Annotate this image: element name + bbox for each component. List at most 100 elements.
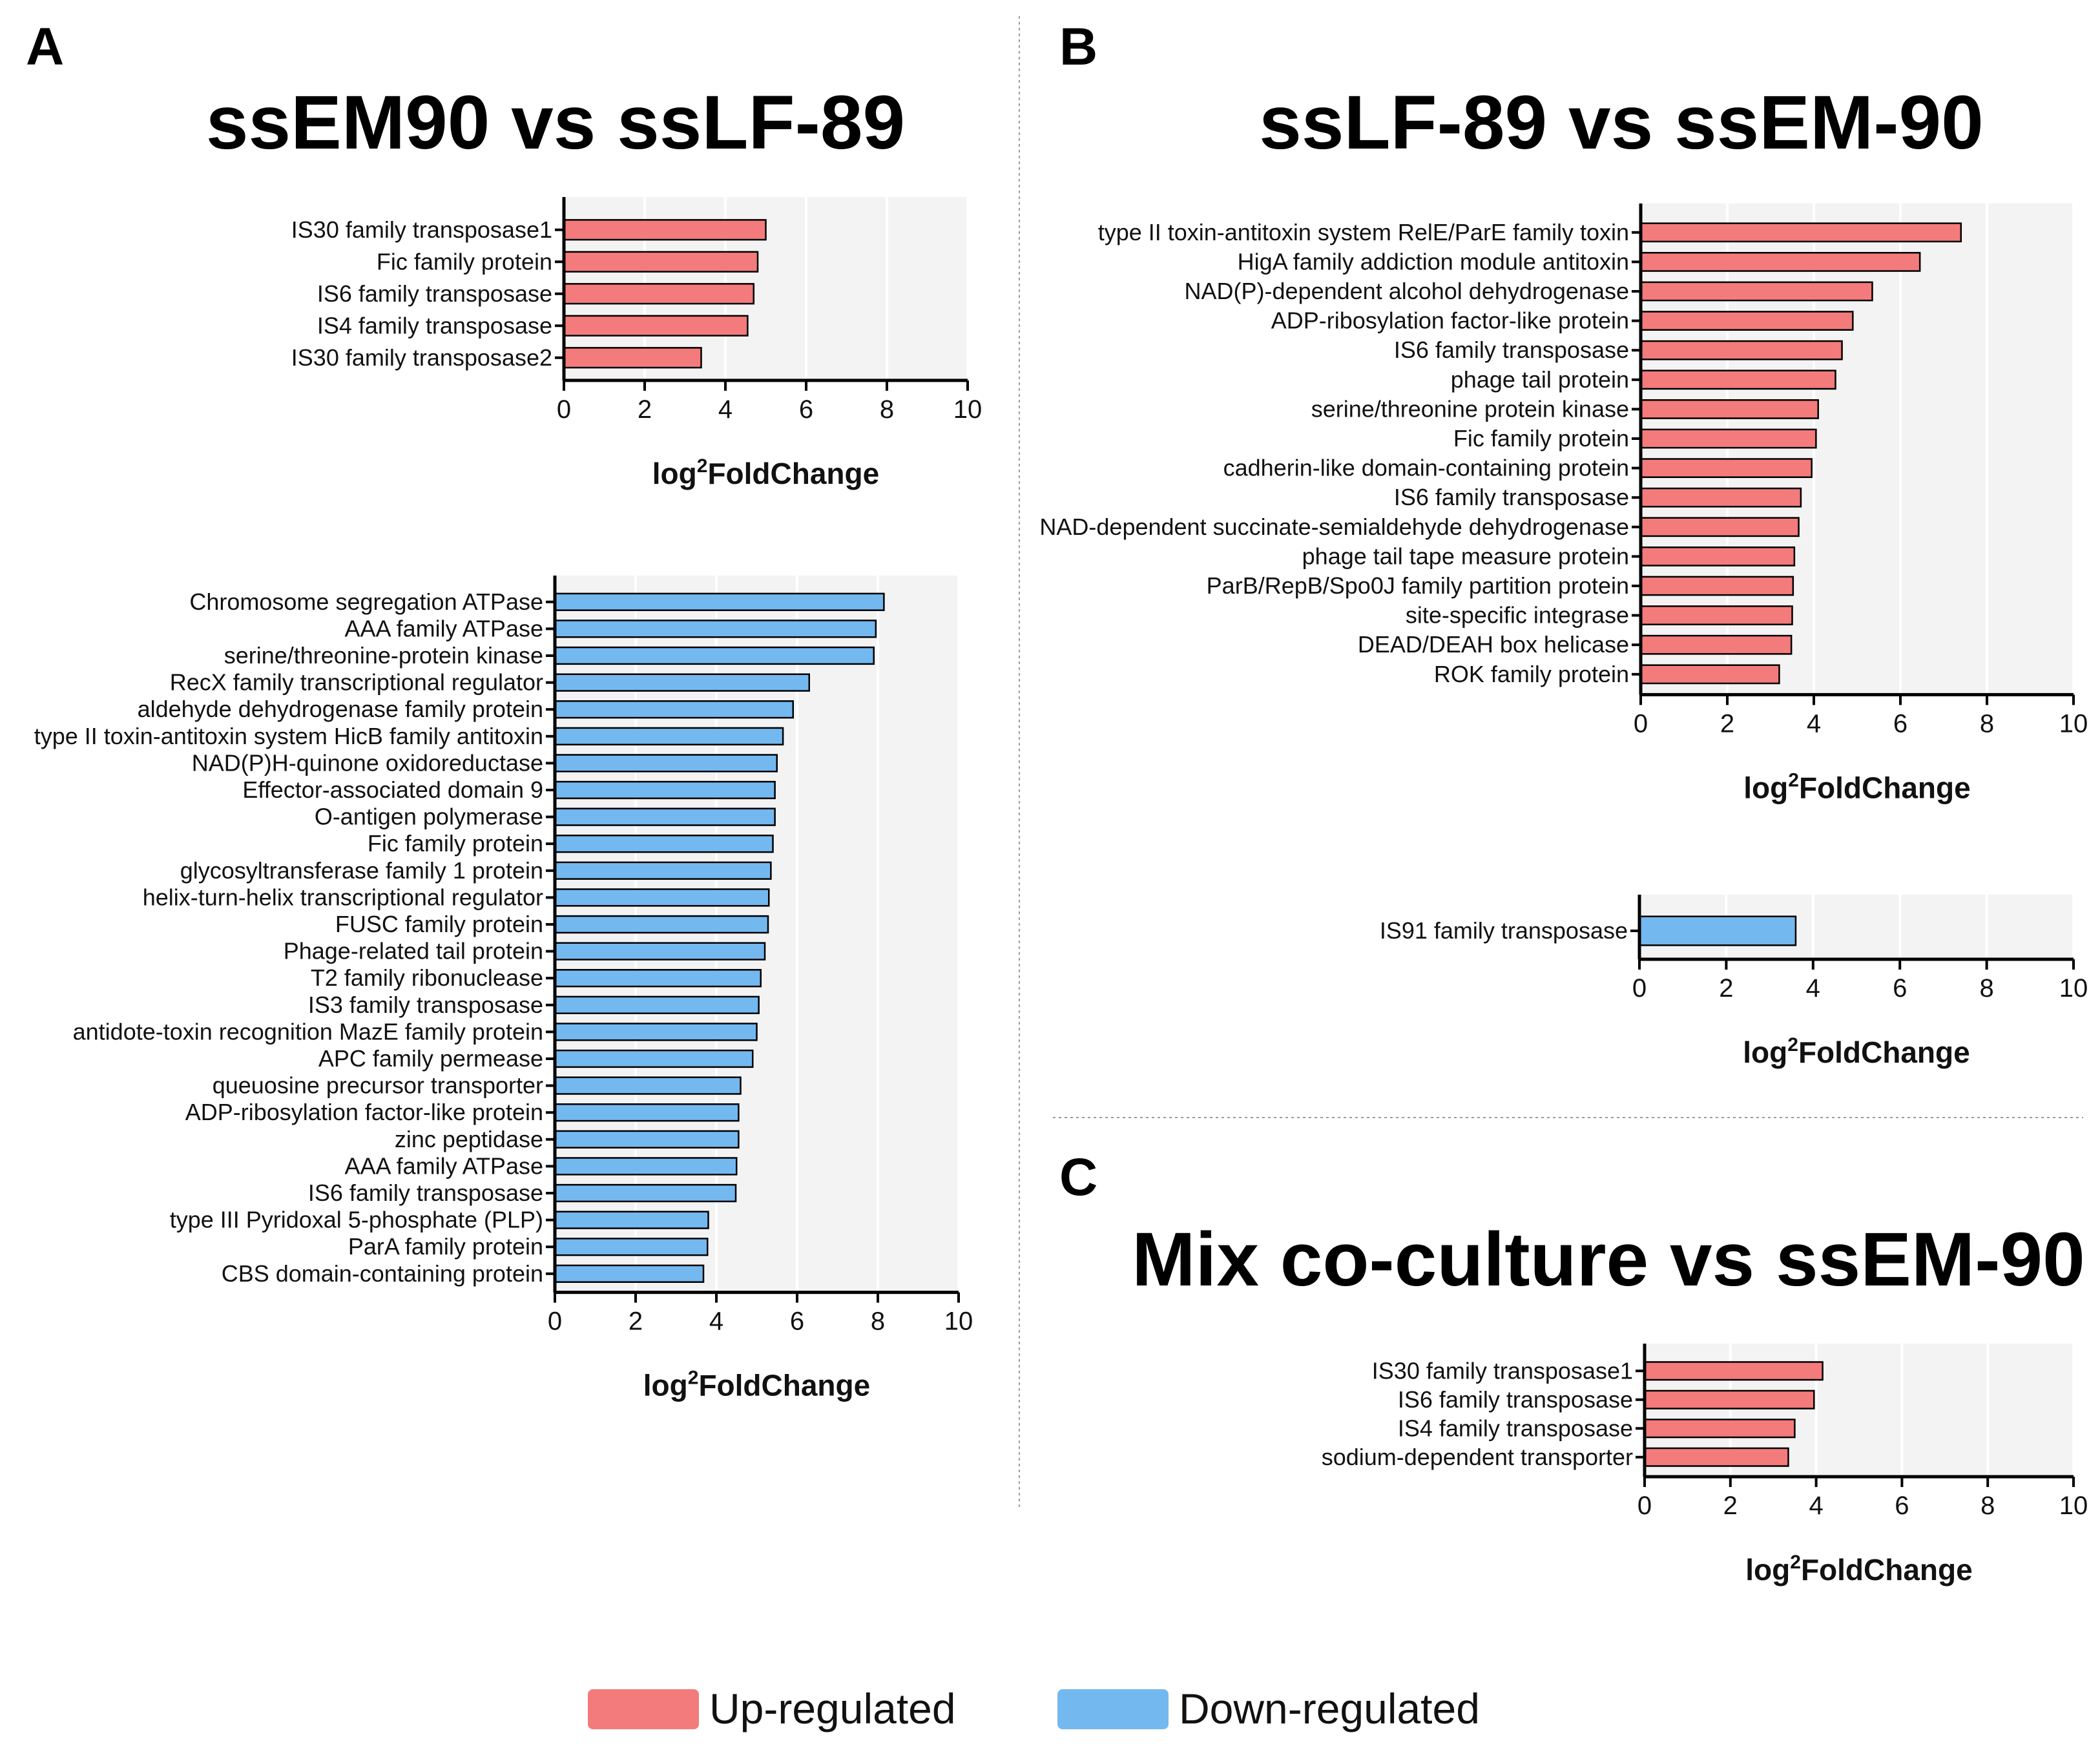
category-label: DEAD/DEAH box helicase <box>1358 631 1629 658</box>
x-axis-label-sup: 2 <box>1790 1552 1801 1573</box>
bar <box>554 1049 754 1068</box>
x-axis-label-sup: 2 <box>1788 769 1799 791</box>
category-label: RecX family transcriptional regulator <box>170 669 543 696</box>
bar <box>1639 311 1854 331</box>
category-label: Fic family protein <box>1453 425 1629 452</box>
x-tick-label: 6 <box>799 395 813 424</box>
category-label: glycosyltransferase family 1 protein <box>180 857 543 884</box>
bar <box>563 347 702 369</box>
bar <box>554 619 877 638</box>
bar <box>1643 1447 1789 1467</box>
x-tick-label: 8 <box>880 395 894 424</box>
bar <box>554 780 776 800</box>
x-axis-label-sup: 2 <box>697 455 708 477</box>
bar <box>554 1157 738 1176</box>
bar <box>554 754 778 773</box>
category-label: IS4 family transposase <box>1398 1415 1633 1441</box>
bar <box>1643 1389 1815 1410</box>
x-tick-label: 4 <box>1809 1492 1823 1520</box>
category-label: CBS domain-containing protein <box>222 1260 543 1287</box>
category-label: O-antigen polymerase <box>315 804 543 830</box>
bar <box>554 915 769 934</box>
bar <box>554 1023 758 1041</box>
bar <box>554 700 794 719</box>
chart-b-upregulated: type II toxin-antitoxin system RelE/ParE… <box>1039 203 2088 804</box>
category-label: IS6 family transposase <box>317 280 552 307</box>
category-label: type II toxin-antitoxin system HicB fami… <box>34 723 543 749</box>
bar <box>563 315 749 337</box>
bar <box>1639 517 1800 537</box>
legend-swatch-down <box>1057 1689 1169 1729</box>
x-tick-label: 8 <box>1980 1492 1995 1520</box>
bar <box>1639 487 1802 508</box>
x-tick-label: 6 <box>790 1307 804 1336</box>
x-tick-label: 8 <box>1980 709 1994 738</box>
x-tick-label: 10 <box>2059 709 2088 738</box>
category-label: phage tail protein <box>1451 366 1629 393</box>
x-tick-label: 6 <box>1895 1492 1909 1520</box>
x-axis-label-main: log <box>1743 1035 1787 1069</box>
category-label: AAA family ATPase <box>345 1152 543 1179</box>
panel-title-c: Mix co-culture vs ssEM-90 <box>1132 1217 2085 1302</box>
category-label: HigA family addiction module antitoxin <box>1238 248 1629 275</box>
bar <box>554 646 875 665</box>
x-tick-label: 4 <box>718 395 733 424</box>
bar <box>554 1130 740 1149</box>
category-label: Fic family protein <box>377 248 552 275</box>
bar <box>554 942 766 961</box>
category-label: ParB/RepB/Spo0J family partition protein <box>1207 572 1629 599</box>
bar <box>1639 546 1796 567</box>
category-label: IS6 family transposase <box>1398 1386 1633 1413</box>
x-tick-label: 8 <box>871 1307 885 1336</box>
bar <box>1643 1361 1824 1381</box>
category-label: IS30 family transposase2 <box>291 344 552 371</box>
category-label: site-specific integrase <box>1406 602 1629 629</box>
bar <box>554 1211 709 1229</box>
bar <box>554 673 810 692</box>
bar <box>1638 915 1797 946</box>
x-axis-label-rest: FoldChange <box>707 457 879 490</box>
x-axis-label: log2FoldChange <box>1743 769 1970 804</box>
panel-letter-a: A <box>26 17 64 76</box>
x-tick-label: 0 <box>1637 1492 1652 1520</box>
category-label: FUSC family protein <box>335 911 543 937</box>
bar <box>554 995 760 1014</box>
category-label: IS30 family transposase1 <box>1372 1357 1633 1384</box>
bar <box>554 807 776 826</box>
category-label: type III Pyridoxal 5-phosphate (PLP) <box>170 1207 543 1233</box>
bar <box>1639 428 1817 449</box>
category-label: serine/threonine-protein kinase <box>224 642 543 669</box>
panel-letter-b: B <box>1059 17 1097 76</box>
x-tick-label: 4 <box>709 1307 723 1336</box>
bar <box>1639 399 1819 419</box>
x-tick-label: 0 <box>548 1307 562 1336</box>
x-tick-label: 6 <box>1893 974 1907 1003</box>
category-label: sodium-dependent transporter <box>1322 1444 1633 1470</box>
category-label: ROK family protein <box>1434 661 1629 687</box>
x-tick-label: 6 <box>1893 709 1908 738</box>
category-label: IS6 family transposase <box>1394 484 1629 510</box>
x-tick-label: 2 <box>1723 1492 1738 1520</box>
bar <box>1643 1419 1796 1439</box>
bar <box>554 1264 705 1283</box>
category-label: phage tail tape measure protein <box>1302 543 1629 569</box>
category-label: IS4 family transposase <box>317 312 552 338</box>
x-axis-label: log2FoldChange <box>1743 1034 1970 1069</box>
x-tick-label: 10 <box>2059 1492 2088 1520</box>
category-label: IS91 family transposase <box>1380 917 1628 944</box>
category-label: NAD(P)H-quinone oxidoreductase <box>192 749 543 776</box>
category-label: aldehyde dehydrogenase family protein <box>138 696 543 722</box>
bar <box>1639 605 1793 625</box>
category-label: serine/threonine protein kinase <box>1311 395 1629 422</box>
x-tick-label: 2 <box>1719 974 1733 1003</box>
category-label: NAD-dependent succinate-semialdehyde deh… <box>1039 514 1629 540</box>
legend-label-up: Up-regulated <box>709 1685 956 1732</box>
category-label: ADP-ribosylation factor-like protein <box>1271 307 1629 334</box>
bar <box>554 1238 709 1256</box>
bar <box>554 861 772 880</box>
bar <box>554 888 770 907</box>
bar <box>554 969 762 988</box>
